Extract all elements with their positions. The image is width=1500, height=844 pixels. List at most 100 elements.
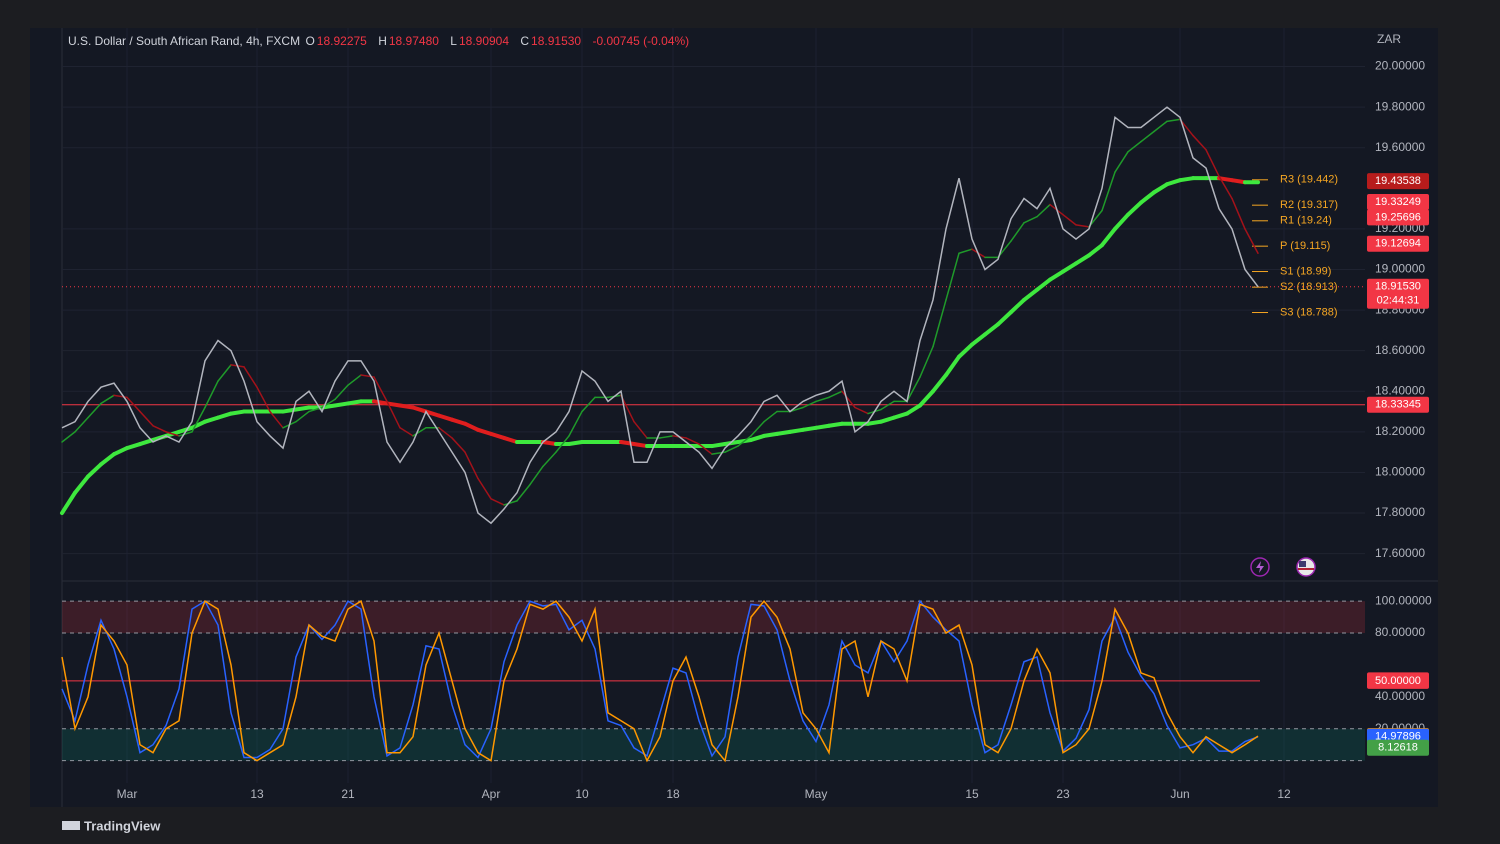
ma-segment (814, 423, 831, 430)
y-tick-label: 17.60000 (1375, 546, 1425, 560)
price-tag (1367, 173, 1429, 190)
unit-label: ZAR (1377, 32, 1401, 46)
ma-segment (788, 427, 805, 434)
ma-segment (555, 435, 570, 453)
alert-icon[interactable] (1250, 557, 1270, 577)
ma-segment (945, 252, 960, 301)
ma-segment (61, 431, 76, 443)
price-line (61, 106, 1259, 525)
ma-segment (1022, 287, 1039, 302)
lightning (1256, 561, 1264, 573)
ma-segment (879, 415, 896, 424)
ma-segment (438, 427, 453, 439)
ma-segment (866, 419, 883, 426)
ma-segment (1205, 149, 1220, 177)
x-tick-label: Apr (482, 787, 501, 801)
x-tick-label: 21 (341, 787, 355, 801)
y-tick-label: 19.80000 (1375, 99, 1425, 113)
ma-segment (710, 442, 727, 449)
ma-segment (411, 405, 428, 414)
price-tag (1367, 209, 1429, 226)
y-tick-label: 18.00000 (1375, 465, 1425, 479)
ma-segment (229, 409, 246, 416)
ma-segment (464, 451, 479, 480)
pivot-label: R1 (19.24) (1280, 215, 1332, 227)
y-tick-label: 19.60000 (1375, 140, 1425, 154)
band (62, 728, 1365, 761)
x-tick-label: Mar (117, 787, 138, 801)
ma-segment (490, 498, 505, 506)
ma-segment (1127, 140, 1142, 153)
ma-segment (892, 411, 909, 420)
ma-segment (970, 332, 987, 347)
x-tick-label: 12 (1277, 787, 1291, 801)
ma-segment (60, 490, 77, 516)
ma-segment (619, 440, 636, 447)
price-tag (1367, 235, 1429, 252)
y-tick-label: 19.00000 (1375, 262, 1425, 276)
ma-segment (1153, 120, 1168, 133)
ma-segment (1010, 222, 1025, 242)
pivot-label: S1 (18.99) (1280, 265, 1331, 277)
ma-segment (659, 435, 674, 439)
ma-segment (815, 396, 830, 403)
ma-segment (256, 386, 271, 413)
price-tag (1367, 194, 1429, 211)
ma-segment (1075, 224, 1090, 228)
y-tick-label: 40.00000 (1375, 689, 1425, 703)
ma-segment (203, 415, 220, 424)
ohlc-value: 18.97480 (388, 34, 439, 48)
ma-segment (191, 406, 206, 433)
ma-segment (828, 390, 843, 399)
pivot-label: S2 (18.913) (1280, 281, 1337, 293)
countdown: 02:44:31 (1377, 295, 1420, 307)
ma-segment (581, 396, 596, 413)
pivot-label: S3 (18.788) (1280, 306, 1337, 318)
x-tick-label: 13 (250, 787, 264, 801)
ma-segment (1100, 226, 1117, 248)
ma-segment (399, 427, 414, 437)
ma-segment (1165, 178, 1182, 187)
ma-segment (1244, 228, 1259, 255)
ma-segment (1035, 277, 1052, 292)
ma-segment (516, 483, 531, 502)
x-tick-label: 10 (575, 787, 589, 801)
ma-segment (1218, 175, 1233, 200)
ma-segment (334, 384, 349, 401)
ma-segment (424, 409, 441, 418)
symbol-header: U.S. Dollar / South African Rand, 4h, FX… (68, 34, 697, 48)
ma-segment (1140, 130, 1155, 143)
ma-segment (294, 405, 311, 412)
ma-segment (724, 445, 739, 453)
ma-segment (633, 420, 648, 439)
ma-segment (958, 248, 973, 255)
ma-segment (437, 413, 454, 422)
ma-segment (996, 310, 1013, 327)
ma-segment (165, 431, 180, 437)
ma-segment (957, 342, 974, 359)
ma-segment (99, 452, 116, 467)
ma-segment (503, 500, 518, 506)
ma-segment (841, 390, 856, 409)
ma-segment (919, 345, 934, 378)
ma-segment (1048, 269, 1065, 282)
ma-segment (529, 465, 544, 486)
oscillator-line (61, 599, 1259, 759)
price-tag (1367, 739, 1429, 756)
ma-segment (932, 299, 947, 348)
ma-segment (1231, 197, 1246, 230)
ma-segment (1166, 118, 1181, 123)
ma-segment (737, 435, 752, 447)
y-tick-label: 18.60000 (1375, 343, 1425, 357)
x-tick-label: 18 (666, 787, 680, 801)
ma-segment (243, 366, 258, 388)
ma-segment (1101, 171, 1116, 212)
panel-bg (30, 28, 1438, 807)
ma-segment (373, 376, 388, 403)
oscillator-line (61, 599, 1259, 763)
ma-segment (1114, 151, 1129, 173)
ma-segment (204, 380, 219, 409)
price-tag-label: 14.97896 (1375, 731, 1421, 743)
ma-segment (906, 376, 921, 403)
ma-segment (789, 406, 804, 413)
